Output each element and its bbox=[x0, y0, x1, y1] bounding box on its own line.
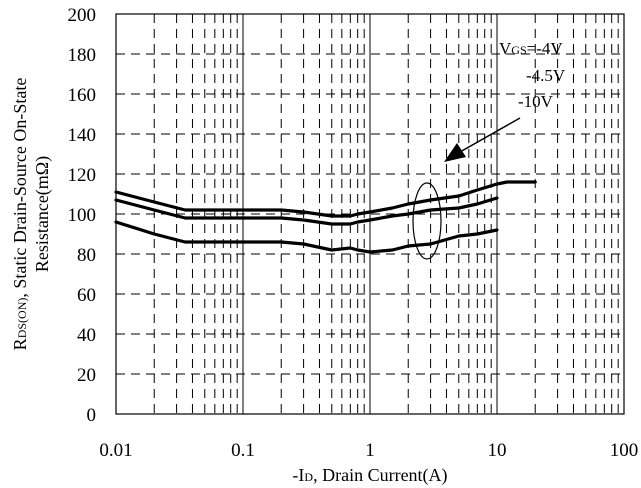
series-line-3 bbox=[114, 220, 499, 254]
legend-vgs-10v: -10V bbox=[518, 92, 554, 111]
legend-vgs-4-5v: -4.5V bbox=[526, 66, 566, 85]
series-group-ellipse bbox=[412, 182, 442, 260]
plot-frame bbox=[115, 13, 625, 415]
series-line-1 bbox=[114, 180, 537, 218]
y-axis-label-line2: Resistance(mΩ) bbox=[32, 156, 53, 272]
x-tick-label: 1 bbox=[365, 440, 375, 461]
x-axis-label: -ID, Drain Current(A) bbox=[292, 465, 447, 486]
x-tick-labels: 0.01 0.1 1 10 100 bbox=[99, 440, 638, 461]
annotation-arrow-shaft bbox=[459, 117, 521, 153]
x-tick-label: 0.1 bbox=[231, 440, 255, 461]
series-lines bbox=[114, 180, 537, 254]
y-tick-label: 0 bbox=[87, 405, 97, 426]
y-tick-label: 20 bbox=[77, 365, 96, 386]
x-tick-label: 10 bbox=[488, 440, 507, 461]
y-axis-label-line1: RDS(ON), Static Drain-Source On-State bbox=[10, 78, 30, 351]
legend-vgs-4v: VGS=-4V bbox=[499, 39, 563, 58]
x-tick-label: 0.01 bbox=[99, 440, 132, 461]
annotation-arrow-head bbox=[444, 143, 466, 162]
y-tick-label: 180 bbox=[68, 45, 97, 66]
y-tick-label: 200 bbox=[68, 5, 97, 26]
y-tick-label: 160 bbox=[68, 85, 97, 106]
y-tick-label: 40 bbox=[77, 325, 96, 346]
y-tick-label: 60 bbox=[77, 285, 96, 306]
y-tick-label: 140 bbox=[68, 125, 97, 146]
x-tick-label: 100 bbox=[610, 440, 639, 461]
y-tick-label: 100 bbox=[68, 205, 97, 226]
y-tick-label: 120 bbox=[68, 165, 97, 186]
y-tick-labels: 0 20 40 60 80 100 120 140 160 180 200 bbox=[68, 5, 97, 426]
y-tick-label: 80 bbox=[77, 245, 96, 266]
grid bbox=[116, 14, 624, 414]
